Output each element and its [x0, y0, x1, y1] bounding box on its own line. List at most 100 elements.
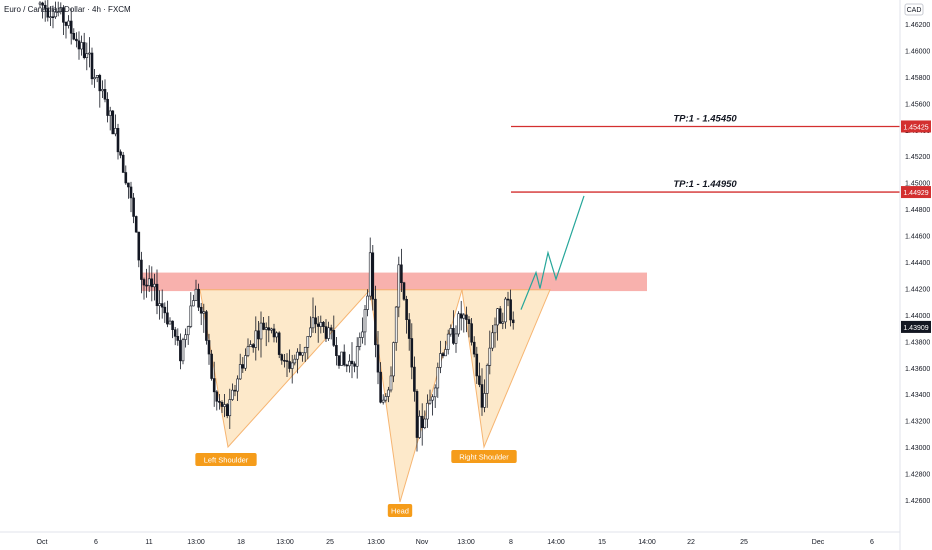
- time-tick-label: 8: [509, 539, 513, 546]
- candle-body: [387, 389, 390, 397]
- candle-body: [400, 264, 403, 284]
- candle-body: [90, 52, 94, 80]
- candle-body: [472, 341, 476, 355]
- candle-body: [316, 323, 320, 327]
- candle-body: [340, 351, 343, 366]
- time-tick-label: Oct: [37, 539, 48, 546]
- candle-body: [511, 319, 515, 324]
- candle-body: [98, 75, 102, 92]
- candle-body: [215, 391, 219, 402]
- price-axis[interactable]: CAD 1.42600 1.42800 1.43000 1.43200 1.43400 1.…: [899, 0, 931, 550]
- candle-body: [293, 358, 297, 364]
- price-tick-label: 1.43400: [905, 392, 930, 399]
- candle-body: [218, 400, 221, 403]
- candle-body: [82, 42, 86, 58]
- candle-body: [420, 415, 424, 429]
- candle-body: [257, 330, 260, 340]
- candle-body: [506, 298, 510, 301]
- candle-body: [259, 322, 263, 340]
- candle-body: [311, 317, 315, 329]
- candle-body: [298, 351, 302, 356]
- support-zone-rect: [142, 272, 647, 292]
- candle-body: [111, 110, 115, 135]
- candle-body: [459, 313, 463, 319]
- price-tick-label: 1.43800: [905, 339, 930, 346]
- candle-body: [95, 75, 99, 78]
- candle-body: [485, 365, 489, 394]
- candle-body: [478, 375, 481, 385]
- price-tick-label: 1.44600: [905, 234, 930, 241]
- candle-body: [184, 334, 187, 340]
- time-tick-label: 6: [94, 539, 98, 546]
- candle-body: [402, 282, 406, 300]
- candle-body: [56, 11, 60, 13]
- candle-body: [192, 300, 195, 307]
- candle-body: [134, 216, 138, 233]
- target-lines: TP:1 - 1.45450 TP:1 - 1.44950: [511, 113, 900, 193]
- candle-body: [210, 353, 213, 379]
- candle-body: [280, 354, 284, 361]
- candle-body: [155, 283, 159, 307]
- candle-body: [121, 154, 125, 173]
- pattern-label-left-shoulder: Left Shoulder: [204, 456, 249, 465]
- candle-body: [381, 399, 385, 403]
- candle-body: [207, 340, 211, 355]
- time-tick-label: 14:00: [547, 539, 565, 546]
- candle-body: [436, 367, 440, 389]
- candle-body: [366, 295, 369, 310]
- candle-body: [309, 327, 312, 337]
- candle-body: [363, 309, 367, 333]
- candle-body: [140, 259, 143, 280]
- candle-body: [348, 360, 351, 367]
- target-price-tag-label: 1.45425: [903, 124, 928, 131]
- time-tick-label: 6: [870, 539, 874, 546]
- candle-body: [374, 298, 377, 346]
- candle-body: [194, 288, 198, 301]
- candle-body: [228, 399, 232, 417]
- candlestick-series: [38, 0, 515, 452]
- candle-body: [496, 308, 499, 326]
- candle-body: [93, 77, 96, 80]
- time-axis[interactable]: Oct 6 11 13:00 18 13:00 25 13:00 Nov 13:00 8 14:00 1…: [0, 531, 900, 546]
- candle-body: [179, 340, 182, 362]
- candle-body: [62, 7, 65, 23]
- candle-body: [467, 319, 471, 324]
- candle-body: [394, 306, 398, 343]
- candle-body: [501, 321, 505, 324]
- time-tick-label: 15: [598, 539, 606, 546]
- candle-body: [345, 364, 349, 367]
- price-tick-label: 1.45800: [905, 75, 930, 82]
- time-tick-label: 18: [237, 539, 245, 546]
- candle-body: [410, 338, 414, 368]
- candle-body: [142, 279, 146, 286]
- candle-body: [241, 364, 245, 369]
- candle-body: [306, 336, 310, 348]
- candle-body: [249, 344, 252, 348]
- time-tick-label: 13:00: [276, 539, 294, 546]
- candle-body: [197, 288, 200, 308]
- candle-body: [212, 378, 216, 393]
- candle-body: [225, 404, 229, 417]
- time-tick-label: 13:00: [367, 539, 385, 546]
- candle-body: [491, 332, 494, 349]
- candle-body: [483, 393, 486, 408]
- candle-body: [277, 332, 281, 355]
- candle-body: [77, 40, 81, 50]
- candle-body: [236, 378, 239, 392]
- currency-box: [904, 3, 924, 16]
- candle-body: [327, 327, 330, 339]
- candle-body: [38, 2, 42, 5]
- pattern-label-bg: [451, 450, 517, 463]
- target-price-tag-label: 1.44929: [903, 190, 928, 197]
- candle-body: [392, 342, 395, 377]
- price-tick-label: 1.46000: [905, 48, 930, 55]
- candle-body: [262, 322, 265, 330]
- candle-body: [470, 323, 473, 343]
- candle-body: [116, 128, 120, 153]
- candle-body: [454, 333, 458, 344]
- target-price-tag: [901, 186, 931, 199]
- candle-body: [433, 387, 437, 398]
- candle-body: [368, 252, 372, 297]
- candle-body: [176, 336, 180, 341]
